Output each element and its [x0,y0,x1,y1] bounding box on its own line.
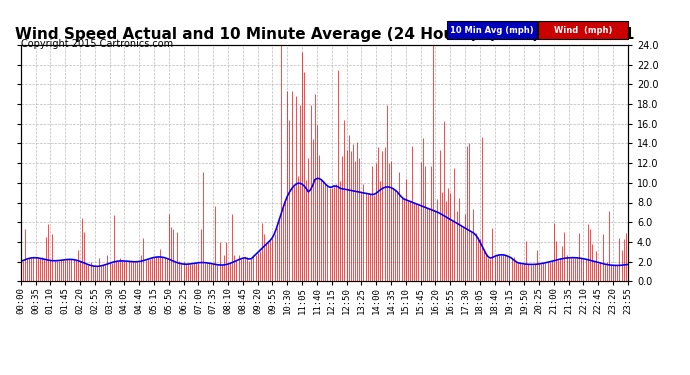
Text: Copyright 2015 Cartronics.com: Copyright 2015 Cartronics.com [21,39,172,50]
Title: Wind Speed Actual and 10 Minute Average (24 Hours)  (New)  20150731: Wind Speed Actual and 10 Minute Average … [14,27,634,42]
Text: Wind  (mph): Wind (mph) [554,26,612,35]
Text: 10 Min Avg (mph): 10 Min Avg (mph) [450,26,534,35]
